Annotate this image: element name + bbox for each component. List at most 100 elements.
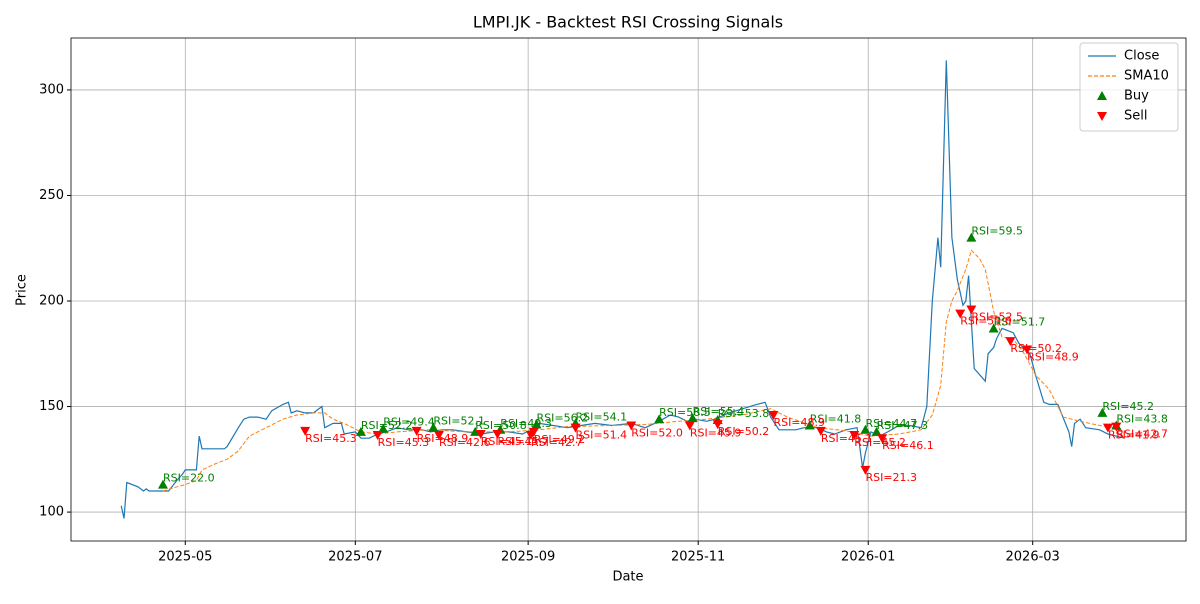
legend-label: Close [1124,49,1159,64]
buy-marker [1097,407,1108,417]
signal-label: RSI=48.9 [773,416,825,429]
sell-marker [411,426,422,436]
buy-marker [966,232,977,242]
sell-marker [300,426,311,436]
legend-swatch [1097,112,1107,121]
signal-label: RSI=45.7 [497,435,549,448]
signal-label: RSI=53.0 [960,315,1012,328]
signal-label: RSI=45.2 [854,436,906,449]
signal-label: RSI=52.5 [971,310,1023,323]
signal-label: RSI=51.7 [994,315,1046,328]
sell-marker [877,434,888,444]
legend-label: Buy [1124,89,1149,104]
signal-label: RSI=48.9 [1027,351,1079,364]
signal-label: RSI=41.9 [1108,429,1160,442]
legend-label: Sell [1124,109,1147,124]
signal-label: RSI=49.2 [534,433,586,446]
signal-label: RSI=58.5 [659,406,711,419]
buy-marker [428,422,439,432]
signal-label: RSI=22.0 [163,472,215,485]
sell-marker [372,431,383,441]
line-1 [162,249,1117,492]
sell-marker [433,431,444,441]
sell-marker [768,410,779,420]
y-tick-label: 300 [39,82,64,97]
signal-label: RSI=48.9 [417,432,469,445]
buy-marker [355,426,366,436]
legend-swatch [1097,91,1107,100]
y-tick-label: 200 [39,294,64,309]
signal-label: RSI=47.3 [877,419,929,432]
sell-marker [626,421,637,431]
x-tick-label: 2025-05 [158,550,212,565]
signal-label: RSI=43.8 [1116,413,1168,426]
signal-label: RSI=21.3 [865,471,917,484]
x-axis-label: Date [612,570,643,585]
sell-marker [1005,337,1016,347]
buy-marker [988,323,999,333]
buy-marker [531,419,542,429]
signal-label: RSI=45.3 [305,432,357,445]
x-tick-label: 2026-03 [1006,550,1060,565]
signal-label: RSI=59.5 [971,225,1023,238]
sell-marker [815,426,826,436]
buy-marker [871,426,882,436]
chart-title: LMPI.JK - Backtest RSI Crossing Signals [473,13,783,32]
signal-label: RSI=52.2 [361,419,413,432]
y-tick-label: 100 [39,505,64,520]
legend-box [1079,42,1179,132]
buy-marker [687,413,698,423]
sell-marker [492,429,503,439]
signal-label: RSI=50.2 [718,425,770,438]
y-axis-label: Price [15,274,30,306]
signal-label: RSI=42.7 [531,436,583,449]
signal-label: RSI=52.0 [631,427,683,440]
sell-marker [684,421,695,431]
buy-marker [157,479,168,489]
signal-label: RSI=50.8 [475,419,527,432]
signal-label: RSI=42.6 [439,436,491,449]
y-tick-label: 250 [39,188,64,203]
signal-label: RSI=45.2 [1102,400,1154,413]
signal-label: RSI=53.8 [718,407,770,420]
buy-marker [654,414,665,424]
legend: Close SMA10 Buy Sell [1079,42,1179,132]
x-tick-label: 2025-09 [501,550,555,565]
signal-label: RSI=44.7 [865,417,917,430]
sell-marker [1111,422,1122,432]
signal-label: RSI=45.9 [690,427,742,440]
sell-marker [570,423,581,433]
x-tick-label: 2025-11 [671,550,725,565]
sell-marker [475,429,486,439]
signal-label: RSI=42.7 [1116,428,1168,441]
signal-label: RSI=45.3 [378,436,430,449]
buy-marker [860,424,871,434]
sell-marker [849,431,860,441]
sell-marker [528,427,539,437]
sell-marker [712,420,723,430]
buy-marker [378,423,389,433]
sell-marker [966,305,977,315]
signal-label: RSI=41.8 [810,413,862,426]
plot-frame [70,37,1187,542]
sell-marker [955,309,966,319]
signal-label: RSI=46.1 [882,439,934,452]
sell-marker [1022,345,1033,355]
legend-label: SMA10 [1124,69,1169,84]
signal-label: RSI=50.2 [1010,342,1062,355]
signal-label: RSI=49.4 [383,416,435,429]
sell-marker [1102,423,1113,433]
x-tick-label: 2025-07 [328,550,382,565]
signal-label: RSI=51.4 [576,429,628,442]
signal-label: RSI=45.1 [821,432,873,445]
sell-marker [860,465,871,475]
signal-label: RSI=55.4 [693,405,745,418]
y-tick-label: 150 [39,399,64,414]
buy-marker [470,426,481,436]
signal-label: RSI=54.1 [576,410,628,423]
buy-marker [804,420,815,430]
x-tick-label: 2026-01 [841,550,895,565]
signal-label: RSI=45.1 [481,435,533,448]
